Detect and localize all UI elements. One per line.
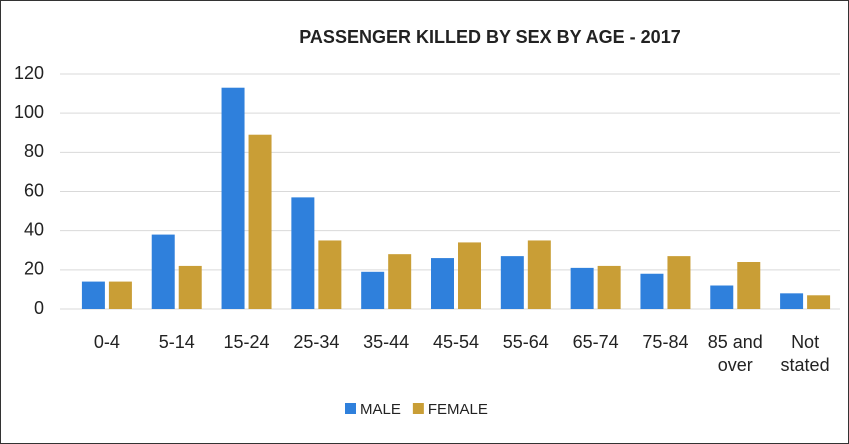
bar — [221, 87, 245, 309]
y-tick-label: 0 — [34, 298, 44, 318]
y-tick-label: 100 — [14, 102, 44, 122]
x-tick-label: 85 and over — [707, 332, 763, 375]
y-tick-label: 20 — [24, 259, 44, 279]
bar — [81, 281, 105, 309]
x-tick-label: 25-34 — [293, 332, 340, 352]
bar — [710, 285, 734, 309]
chart-title: PASSENGER KILLED BY SEX BY AGE - 2017 — [299, 27, 680, 47]
bar — [667, 256, 691, 309]
bar — [780, 293, 804, 309]
x-tick-label: 5-14 — [158, 332, 195, 352]
x-tick-label: 15-24 — [223, 332, 270, 352]
bar — [458, 242, 481, 309]
y-tick-label: 40 — [24, 219, 44, 239]
x-tick-label: 75-84 — [642, 332, 689, 352]
y-tick-label: 80 — [24, 141, 44, 161]
legend-label: MALE — [360, 401, 401, 418]
bar — [248, 134, 272, 309]
x-tick-label: 65-74 — [572, 332, 619, 352]
bar — [527, 240, 551, 309]
x-tick-label: Not stated — [780, 332, 830, 375]
bar — [318, 240, 342, 309]
y-tick-label: 60 — [24, 180, 44, 200]
y-tick-label: 120 — [14, 63, 44, 83]
bar — [500, 256, 524, 309]
bar — [291, 197, 315, 309]
bar — [570, 267, 594, 309]
x-tick-label: 0-4 — [93, 332, 120, 352]
legend-swatch — [345, 403, 356, 414]
bar — [597, 265, 621, 309]
bar — [640, 273, 664, 309]
bar — [807, 295, 831, 309]
bar — [388, 254, 412, 309]
x-tick-label: 55-64 — [502, 332, 549, 352]
bar — [178, 265, 202, 309]
bar — [151, 234, 175, 309]
bar — [108, 281, 132, 309]
x-tick-label: 35-44 — [363, 332, 410, 352]
x-tick-label: 45-54 — [432, 332, 480, 352]
legend-swatch — [412, 403, 424, 414]
legend-label: FEMALE — [428, 401, 488, 418]
bar — [737, 262, 761, 309]
bar — [361, 271, 385, 309]
bar — [431, 258, 454, 309]
